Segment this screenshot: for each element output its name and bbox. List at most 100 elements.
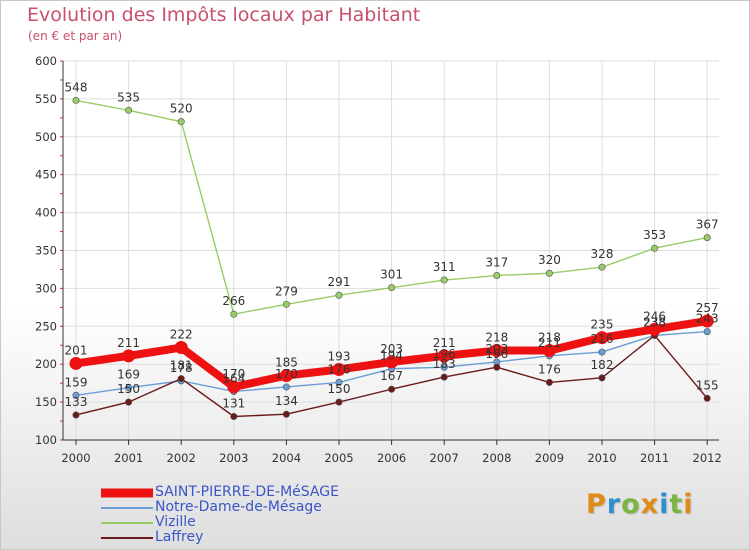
series-lines [69, 96, 714, 421]
data-label-laffrey: 176 [538, 362, 561, 376]
legend-swatch [101, 536, 153, 539]
data-label-vizille: 548 [65, 80, 88, 94]
data-point-laffrey [388, 385, 396, 393]
legend-swatch [101, 488, 153, 497]
data-point-laffrey [545, 378, 553, 386]
data-label-vizille: 367 [696, 218, 719, 232]
y-tick-label: 250 [35, 319, 57, 333]
data-label-saint-pierre-de-m-sage: 235 [591, 318, 614, 332]
data-label-laffrey: 167 [380, 369, 403, 383]
data-label-notre-dame-de-m-sage: 243 [696, 312, 719, 326]
data-point-laffrey [335, 398, 343, 406]
data-point-vizille [282, 300, 290, 308]
grid-lines [63, 60, 719, 441]
data-label-saint-pierre-de-m-sage: 257 [696, 301, 719, 315]
data-point-vizille [598, 263, 606, 271]
data-label-saint-pierre-de-m-sage: 201 [65, 343, 88, 357]
data-point-notre-dame-de-m-sage [335, 378, 343, 386]
data-label-notre-dame-de-m-sage: 203 [485, 342, 508, 356]
data-label-laffrey: 150 [117, 382, 140, 396]
data-label-laffrey: 134 [275, 394, 298, 408]
y-tick-label: 400 [35, 206, 57, 220]
data-label-saint-pierre-de-m-sage: 246 [643, 309, 666, 323]
y-tick-label: 600 [35, 54, 57, 68]
data-point-vizille [545, 269, 553, 277]
data-label-notre-dame-de-m-sage: 164 [222, 371, 245, 385]
data-point-saint-pierre-de-m-sage [595, 331, 609, 345]
data-label-laffrey: 150 [328, 382, 351, 396]
data-label-notre-dame-de-m-sage: 194 [380, 349, 403, 363]
data-point-laffrey [72, 411, 80, 419]
x-tick-label: 2012 [693, 451, 722, 465]
data-point-saint-pierre-de-m-sage [437, 349, 451, 363]
data-point-saint-pierre-de-m-sage [700, 314, 714, 328]
data-label-vizille: 279 [275, 284, 298, 298]
x-tick-label: 2011 [640, 451, 669, 465]
data-label-notre-dame-de-m-sage: 159 [65, 375, 88, 389]
legend-swatch [101, 521, 153, 524]
data-label-notre-dame-de-m-sage: 170 [275, 367, 298, 381]
data-point-laffrey [493, 363, 501, 371]
x-tick-label: 2000 [61, 451, 90, 465]
data-point-saint-pierre-de-m-sage [385, 355, 399, 369]
x-tick-label: 2001 [114, 451, 143, 465]
proxiti-logo: Proxiti [586, 489, 694, 520]
data-point-laffrey [177, 375, 185, 383]
data-label-laffrey: 155 [696, 378, 719, 392]
legend-label: Notre-Dame-de-Mésage [155, 499, 322, 515]
data-label-notre-dame-de-m-sage: 196 [433, 347, 456, 361]
legend-label: Laffrey [155, 529, 204, 545]
data-point-laffrey [125, 398, 133, 406]
data-label-laffrey: 133 [65, 395, 88, 409]
x-tick-label: 2004 [272, 451, 301, 465]
data-point-vizille [493, 272, 501, 280]
data-label-vizille: 291 [328, 275, 351, 289]
chart-title: Evolution des Impôts locaux par Habitant [27, 4, 421, 26]
data-point-saint-pierre-de-m-sage [227, 380, 241, 394]
data-label-notre-dame-de-m-sage: 238 [643, 315, 666, 329]
data-label-vizille: 535 [117, 90, 140, 104]
data-label-saint-pierre-de-m-sage: 185 [275, 356, 298, 370]
legend-swatch [101, 506, 153, 509]
axes: 100 150 200 250 300 350 400 450 500 550 600 2000 200… [35, 54, 722, 465]
x-tick-label: 2002 [167, 451, 196, 465]
data-point-notre-dame-de-m-sage [440, 363, 448, 371]
data-label-saint-pierre-de-m-sage: 193 [328, 350, 351, 364]
data-point-saint-pierre-de-m-sage [542, 344, 556, 358]
x-tick-label: 2008 [482, 451, 511, 465]
data-point-notre-dame-de-m-sage [72, 391, 80, 399]
data-label-vizille: 317 [485, 256, 508, 270]
data-point-vizille [230, 310, 238, 318]
legend-label: SAINT-PIERRE-DE-MéSAGE [155, 484, 339, 500]
data-label-saint-pierre-de-m-sage: 218 [485, 331, 508, 345]
x-tick-label: 2005 [324, 451, 353, 465]
data-point-laffrey [230, 413, 238, 421]
data-label-vizille: 353 [643, 228, 666, 242]
y-tick-label: 100 [35, 433, 57, 447]
data-label-vizille: 266 [222, 294, 245, 308]
x-tick-label: 2006 [377, 451, 406, 465]
y-tick-label: 150 [35, 395, 57, 409]
data-point-notre-dame-de-m-sage [598, 348, 606, 356]
data-label-saint-pierre-de-m-sage: 218 [538, 331, 561, 345]
y-tick-label: 550 [35, 92, 57, 106]
data-point-saint-pierre-de-m-sage [490, 344, 504, 358]
data-label-laffrey: 196 [485, 347, 508, 361]
y-tick-label: 450 [35, 168, 57, 182]
data-point-vizille [388, 284, 396, 292]
data-point-saint-pierre-de-m-sage [69, 356, 83, 370]
data-point-laffrey [703, 394, 711, 402]
data-point-vizille [125, 106, 133, 114]
data-point-notre-dame-de-m-sage [703, 328, 711, 336]
data-point-laffrey [440, 373, 448, 381]
y-tick-label: 300 [35, 281, 57, 295]
data-label-laffrey: 238 [643, 315, 666, 329]
data-label-vizille: 320 [538, 253, 561, 267]
data-point-saint-pierre-de-m-sage [122, 349, 136, 363]
y-tick-label: 500 [35, 130, 57, 144]
data-point-saint-pierre-de-m-sage [332, 363, 346, 377]
data-label-notre-dame-de-m-sage: 178 [170, 361, 193, 375]
data-label-laffrey: 183 [433, 357, 456, 371]
